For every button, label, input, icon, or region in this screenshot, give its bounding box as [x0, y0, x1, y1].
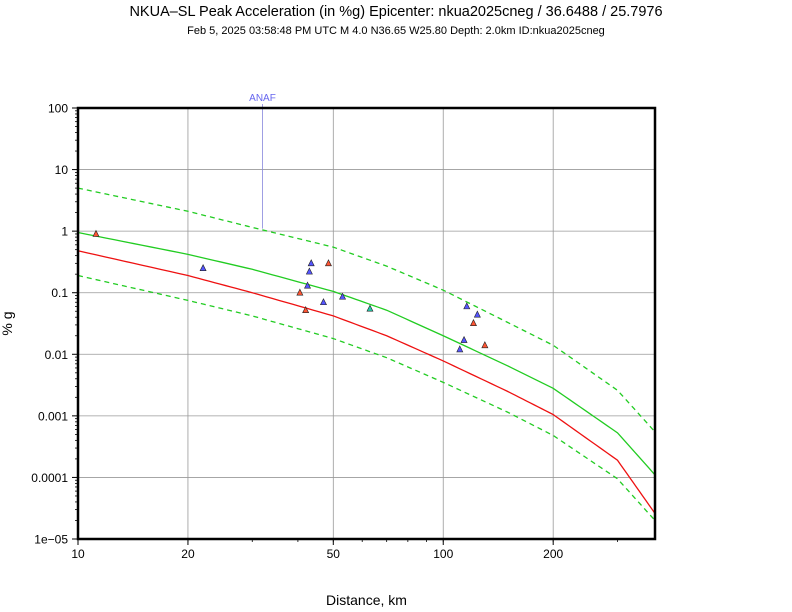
prediction-curves: [77, 187, 656, 521]
y-tick-label: 100: [48, 102, 68, 116]
x-tick-label: 100: [433, 547, 453, 561]
prediction-curve-dashed: [77, 187, 656, 433]
station-marker: [366, 304, 374, 312]
y-tick-label: 10: [55, 163, 69, 177]
station-marker: [307, 259, 315, 267]
y-tick-label: 0.1: [51, 286, 68, 300]
station-marker: [324, 259, 332, 267]
station-marker: [463, 302, 471, 310]
axis-ticks: 10 20 50 100 200 1e−05 0.0001 0.001 0.01 0.1 1 10 10…: [31, 102, 618, 561]
chart-title: NKUA–SL Peak Acceleration (in %g) Epicen…: [129, 4, 663, 20]
annotation-layer: ANAF: [249, 93, 276, 229]
station-marker: [469, 319, 477, 326]
y-tick-label: 1: [61, 225, 68, 239]
station-markers: [92, 229, 489, 353]
x-tick-label: 10: [71, 547, 85, 561]
prediction-curve-dashed: [77, 274, 656, 521]
station-marker: [319, 298, 327, 306]
chart-subtitle: Feb 5, 2025 03:58:48 PM UTC M 4.0 N36.65…: [187, 25, 605, 37]
station-marker: [305, 267, 313, 275]
station-marker: [296, 288, 304, 296]
station-marker: [473, 310, 481, 318]
station-marker: [460, 335, 468, 343]
station-marker: [481, 341, 489, 349]
x-tick-label: 200: [543, 547, 563, 561]
x-tick-label: 20: [181, 547, 195, 561]
y-tick-label: 1e−05: [34, 533, 68, 547]
grid-lines: [78, 108, 655, 539]
prediction-curve: [77, 231, 656, 476]
y-tick-label: 0.001: [38, 409, 68, 423]
y-tick-label: 0.01: [45, 348, 69, 362]
station-marker: [199, 264, 207, 272]
station-marker: [339, 292, 347, 300]
y-axis-label: % g: [0, 311, 15, 335]
plot-frame: [76, 106, 657, 541]
y-tick-label: 0.0001: [31, 471, 68, 485]
annotation-label: ANAF: [249, 93, 276, 104]
station-marker: [302, 306, 310, 314]
station-marker: [92, 229, 100, 237]
x-axis-label: Distance, km: [326, 592, 407, 608]
station-marker: [456, 345, 464, 353]
station-marker: [304, 281, 311, 289]
x-tick-label: 50: [327, 547, 341, 561]
prediction-curve: [77, 250, 656, 514]
